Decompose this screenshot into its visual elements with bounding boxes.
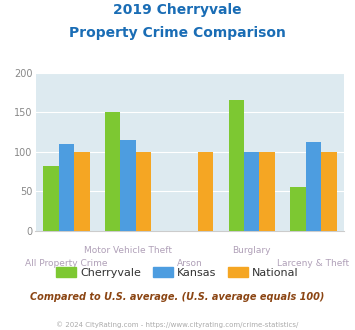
Text: © 2024 CityRating.com - https://www.cityrating.com/crime-statistics/: © 2024 CityRating.com - https://www.city… [56,322,299,328]
Text: Property Crime Comparison: Property Crime Comparison [69,26,286,40]
Bar [321,152,337,231]
Bar [244,152,260,231]
Bar [120,140,136,231]
Bar [43,166,59,231]
Bar [74,152,89,231]
Bar [59,144,74,231]
Text: Compared to U.S. average. (U.S. average equals 100): Compared to U.S. average. (U.S. average … [30,292,325,302]
Text: All Property Crime: All Property Crime [25,259,108,268]
Bar [198,152,213,231]
Bar [260,152,275,231]
Text: 2019 Cherryvale: 2019 Cherryvale [113,3,242,17]
Text: Larceny & Theft: Larceny & Theft [277,259,350,268]
Bar [306,142,321,231]
Text: Motor Vehicle Theft: Motor Vehicle Theft [84,246,172,255]
Legend: Cherryvale, Kansas, National: Cherryvale, Kansas, National [52,263,303,282]
Text: Arson: Arson [177,259,203,268]
Text: Burglary: Burglary [233,246,271,255]
Bar [229,100,244,231]
Bar [290,187,306,231]
Bar [136,152,151,231]
Bar [105,112,120,231]
